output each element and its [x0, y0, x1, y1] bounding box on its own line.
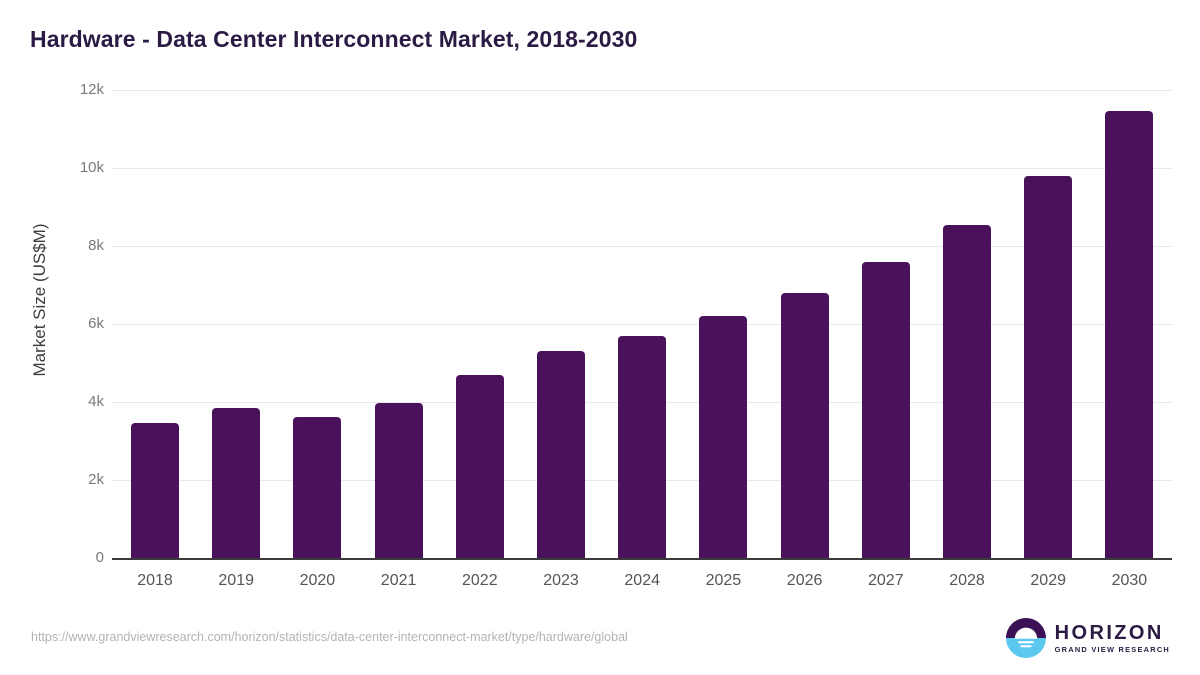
horizon-logo[interactable]: HORIZON GRAND VIEW RESEARCH: [1005, 618, 1170, 658]
bar-2021[interactable]: [374, 402, 423, 558]
x-axis-tick-label: 2024: [624, 572, 660, 589]
gridline: [112, 246, 1172, 247]
bar-2025[interactable]: [699, 316, 748, 558]
x-axis-tick-label: 2027: [868, 572, 904, 589]
y-axis-tick-label: 2k: [88, 471, 104, 488]
bar-2026[interactable]: [780, 292, 829, 558]
x-axis-tick-label: 2025: [705, 572, 742, 589]
bar-2028[interactable]: [943, 224, 991, 558]
x-axis-tick-label: 2029: [1030, 572, 1066, 589]
x-axis-tick-label: 2030: [1111, 572, 1148, 589]
y-axis-tick-label: 8k: [88, 237, 104, 254]
bar-2019[interactable]: [212, 407, 261, 558]
x-axis-tick-label: 2028: [949, 572, 985, 589]
bar-2024[interactable]: [618, 335, 667, 558]
y-axis-tick-label: 0: [95, 549, 104, 566]
bar-2029[interactable]: [1024, 175, 1073, 558]
horizon-logo-text: HORIZON GRAND VIEW RESEARCH: [1055, 623, 1170, 653]
bar-2022[interactable]: [455, 374, 504, 558]
x-axis-tick-label: 2022: [462, 572, 498, 589]
y-axis-tick-label: 6k: [88, 315, 104, 332]
x-axis-line: [112, 558, 1172, 560]
bar-2030[interactable]: [1105, 111, 1154, 558]
horizon-logo-subtitle: GRAND VIEW RESEARCH: [1054, 644, 1170, 654]
x-axis-tick-label: 2019: [218, 572, 254, 589]
bar-2023[interactable]: [537, 351, 585, 558]
gridline: [112, 168, 1172, 169]
bar-2020[interactable]: [293, 416, 342, 558]
x-axis-tick-label: 2018: [137, 572, 173, 589]
x-axis-tick-label: 2023: [543, 572, 579, 589]
y-axis-tick-label: 10k: [79, 159, 104, 176]
gridline: [112, 90, 1172, 91]
horizon-logo-icon: [1005, 618, 1046, 658]
gridline: [112, 324, 1172, 325]
x-axis-tick-label: 2020: [299, 572, 336, 589]
x-axis-tick-label: 2026: [786, 572, 823, 589]
bar-2018[interactable]: [131, 423, 179, 558]
y-axis-tick-label: 4k: [88, 393, 104, 410]
x-axis-tick-label: 2021: [380, 572, 417, 589]
horizon-logo-wordmark: HORIZON: [1054, 621, 1164, 644]
y-axis-tick-label: 12k: [79, 81, 104, 98]
page-title: Hardware - Data Center Interconnect Mark…: [30, 26, 638, 52]
bar-2027[interactable]: [861, 261, 910, 558]
source-url[interactable]: https://www.grandviewresearch.com/horizo…: [31, 630, 628, 644]
